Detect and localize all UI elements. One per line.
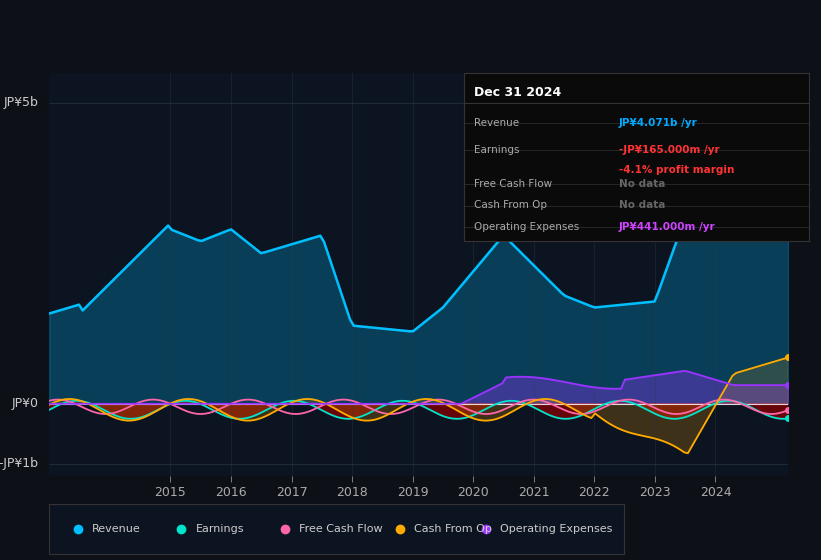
Text: Free Cash Flow: Free Cash Flow (475, 179, 553, 189)
Text: JP¥0: JP¥0 (11, 397, 38, 410)
Text: JP¥5b: JP¥5b (3, 96, 38, 109)
Text: Cash From Op: Cash From Op (475, 200, 548, 211)
Text: -JP¥165.000m /yr: -JP¥165.000m /yr (619, 145, 720, 155)
Text: Dec 31 2024: Dec 31 2024 (475, 86, 562, 99)
Text: -JP¥1b: -JP¥1b (0, 458, 38, 470)
Text: Revenue: Revenue (475, 118, 520, 128)
Text: Operating Expenses: Operating Expenses (501, 524, 612, 534)
Text: No data: No data (619, 200, 665, 211)
Text: Revenue: Revenue (93, 524, 141, 534)
Text: Earnings: Earnings (475, 145, 520, 155)
Text: Free Cash Flow: Free Cash Flow (300, 524, 383, 534)
Text: No data: No data (619, 179, 665, 189)
Text: JP¥4.071b /yr: JP¥4.071b /yr (619, 118, 698, 128)
Text: JP¥441.000m /yr: JP¥441.000m /yr (619, 222, 716, 232)
Text: Cash From Op: Cash From Op (415, 524, 492, 534)
Text: Earnings: Earnings (196, 524, 245, 534)
Text: -4.1% profit margin: -4.1% profit margin (619, 165, 735, 175)
Text: Operating Expenses: Operating Expenses (475, 222, 580, 232)
